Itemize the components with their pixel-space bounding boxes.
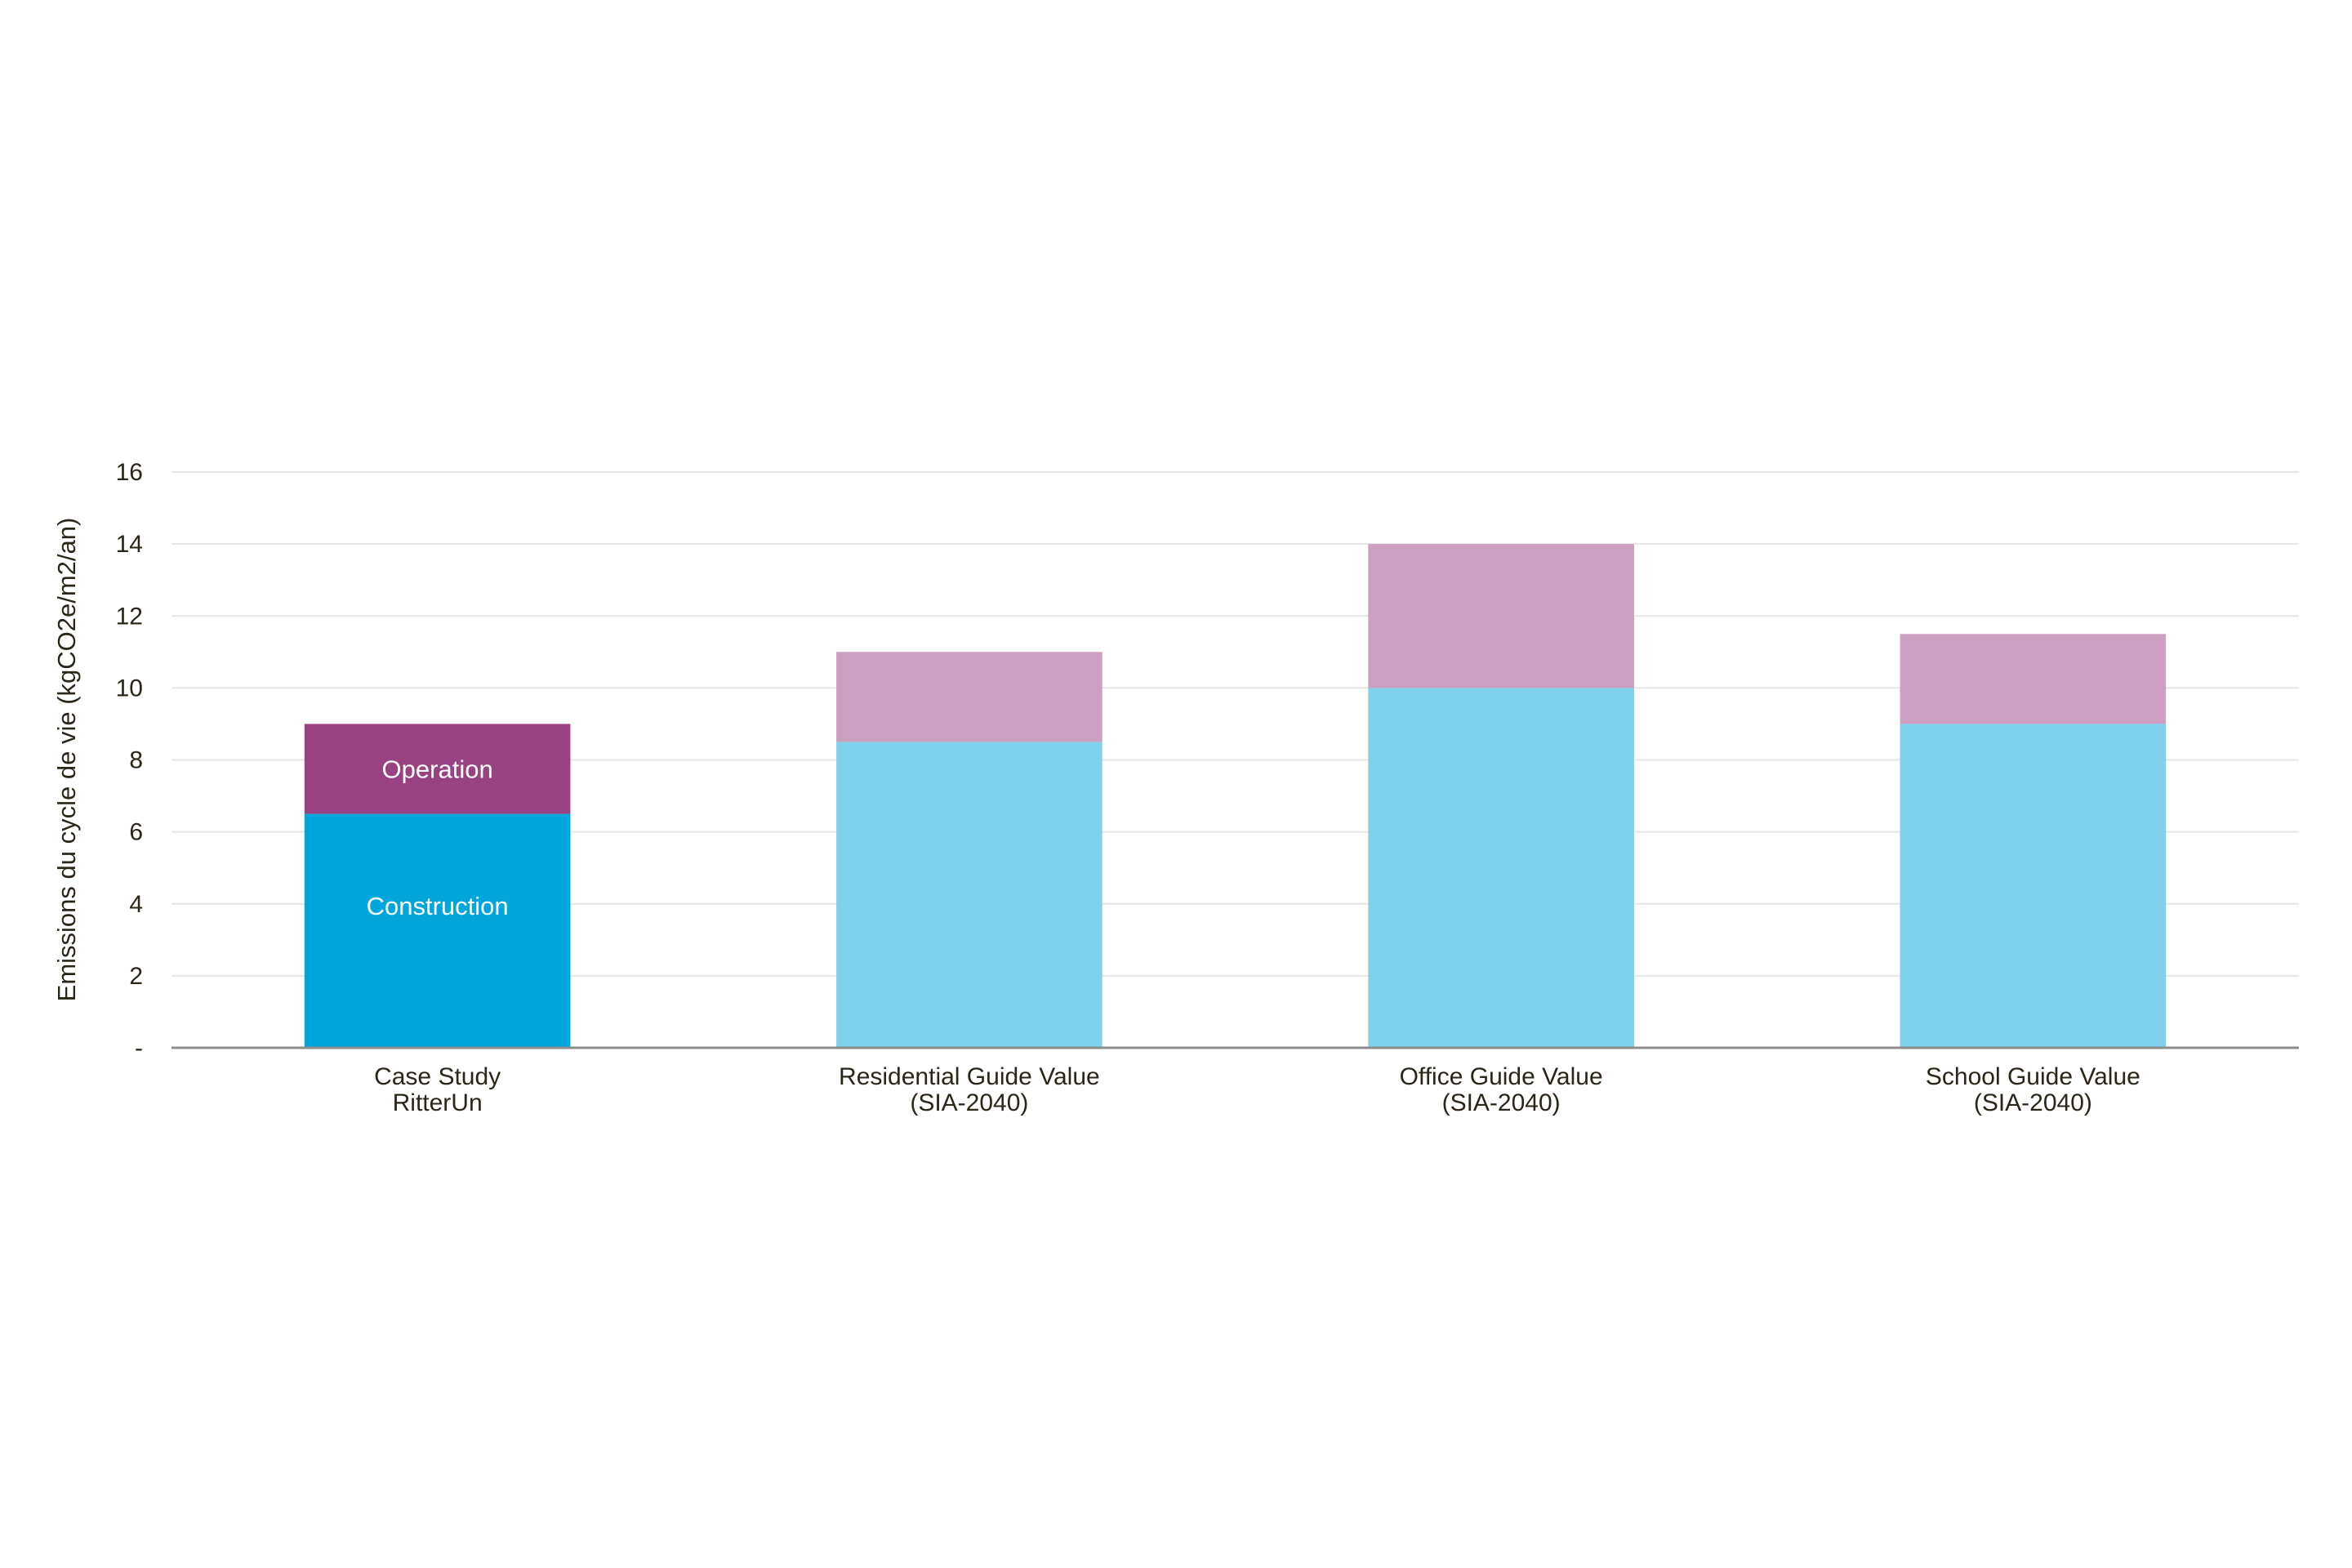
bar-construction — [1900, 724, 2167, 1048]
bar-construction — [1368, 688, 1634, 1048]
y-tick-label: 6 — [129, 819, 143, 846]
x-category-label: (SIA-2040) — [1974, 1089, 2092, 1116]
y-tick-label: 10 — [116, 675, 143, 702]
segment-label-operation: Operation — [382, 755, 493, 784]
bar-construction — [304, 813, 571, 1048]
y-tick-label: 4 — [129, 891, 143, 918]
bar-operation — [1900, 634, 2167, 724]
x-category-label: Office Guide Value — [1400, 1063, 1603, 1090]
bar-construction — [836, 742, 1102, 1048]
bars: Construction Operation — [304, 544, 2167, 1048]
bar-operation — [836, 652, 1102, 742]
segment-label-construction: Construction — [367, 892, 509, 920]
y-tick-label: 14 — [116, 531, 143, 558]
x-category-label: RitterUn — [393, 1089, 483, 1116]
y-axis-label: Emissions du cycle de vie (kgCO2e/m2/an) — [52, 518, 81, 1002]
y-tick-label: 8 — [129, 747, 143, 774]
x-category-label: Residential Guide Value — [839, 1063, 1100, 1090]
x-category-label: Case Study — [374, 1063, 501, 1090]
x-category-label: School Guide Value — [1926, 1063, 2140, 1090]
y-tick-label: 12 — [116, 603, 143, 630]
bar-operation — [1368, 544, 1634, 688]
bar-operation — [304, 724, 571, 814]
y-tick-label: - — [135, 1035, 143, 1062]
y-tick-labels: - 2 4 6 8 10 12 14 16 — [116, 459, 143, 1062]
y-tick-label: 2 — [129, 963, 143, 990]
x-category-label: (SIA-2040) — [910, 1089, 1028, 1116]
y-tick-label: 16 — [116, 459, 143, 486]
x-category-label: (SIA-2040) — [1442, 1089, 1561, 1116]
